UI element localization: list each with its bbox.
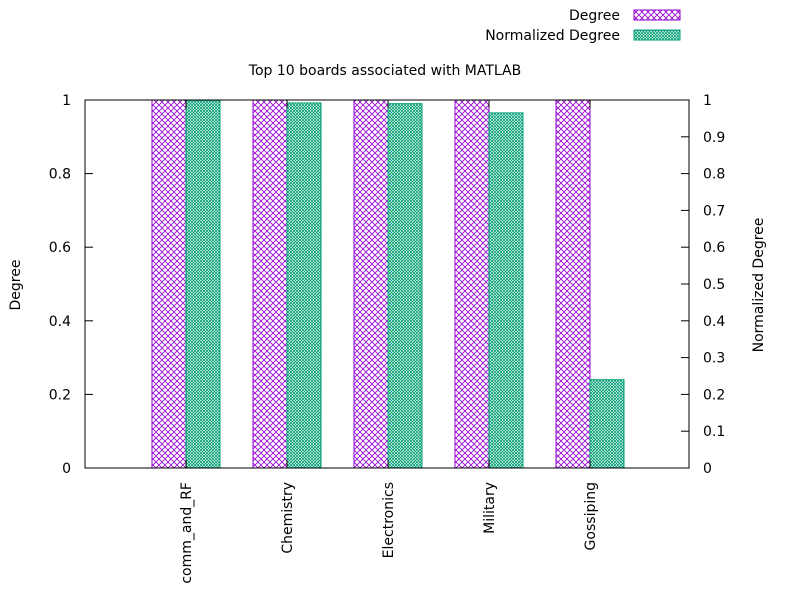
- y2-tick-label: 0.1: [703, 424, 725, 440]
- y2-tick-label: 1: [703, 93, 712, 109]
- y-tick-label: 0.6: [49, 240, 71, 256]
- x-tick-label-gossiping: Gossiping: [583, 482, 599, 550]
- legend-label-normalized-degree: Normalized Degree: [485, 28, 620, 44]
- legend-swatch-normalized-degree: [633, 29, 681, 41]
- y-tick-label: 0.2: [49, 387, 71, 403]
- y2-tick-label: 0.2: [703, 387, 725, 403]
- legend-swatch-degree: [633, 9, 681, 21]
- y-tick-label: 1: [62, 93, 71, 109]
- y2-tick-label: 0.8: [703, 167, 725, 183]
- y2-tick-label: 0: [703, 461, 712, 477]
- bar-normalized-degree-gossiping: [589, 379, 625, 469]
- y-ticks-group: 0 0.2 0.4 0.6 0.8 1: [49, 93, 93, 477]
- x-tick-label-military: Military: [482, 482, 498, 534]
- y2-tick-label: 0.9: [703, 130, 725, 146]
- bars-group: [151, 99, 625, 469]
- x-tick-label-comm-and-rf: comm_and_RF: [179, 482, 195, 584]
- legend: Degree Normalized Degree: [485, 8, 681, 44]
- x-tick-label-electronics: Electronics: [381, 482, 397, 558]
- y2-tick-label: 0.7: [703, 203, 725, 219]
- bar-degree-electronics: [353, 99, 389, 469]
- y-tick-label: 0.4: [49, 314, 71, 330]
- bar-normalized-degree-chemistry: [286, 102, 322, 469]
- y2-axis-label: Normalized Degree: [751, 218, 767, 353]
- y-axis-label: Degree: [8, 260, 24, 311]
- bar-degree-gossiping: [555, 99, 591, 469]
- y-tick-label: 0: [62, 461, 71, 477]
- bar-normalized-degree-comm-and-rf: [185, 99, 221, 469]
- bar-normalized-degree-military: [488, 112, 524, 469]
- y2-tick-label: 0.5: [703, 277, 725, 293]
- y2-tick-label: 0.3: [703, 351, 725, 367]
- plot-frame: [84, 99, 690, 469]
- x-ticks-group: comm_and_RF Chemistry Electronics Military G…: [179, 100, 599, 584]
- chart-title: Top 10 boards associated with MATLAB: [248, 63, 521, 79]
- y2-ticks-group: 0 0.1 0.2 0.3 0.4 0.5 0.6 0.7 0.8 0.9 1: [681, 93, 725, 477]
- bar-degree-chemistry: [252, 99, 288, 469]
- y2-tick-label: 0.6: [703, 240, 725, 256]
- bar-degree-military: [454, 99, 490, 469]
- bar-degree-comm-and-rf: [151, 99, 187, 469]
- x-tick-label-chemistry: Chemistry: [280, 482, 296, 554]
- bar-normalized-degree-electronics: [387, 103, 423, 469]
- legend-label-degree: Degree: [569, 8, 620, 24]
- y-tick-label: 0.8: [49, 167, 71, 183]
- y2-tick-label: 0.4: [703, 314, 725, 330]
